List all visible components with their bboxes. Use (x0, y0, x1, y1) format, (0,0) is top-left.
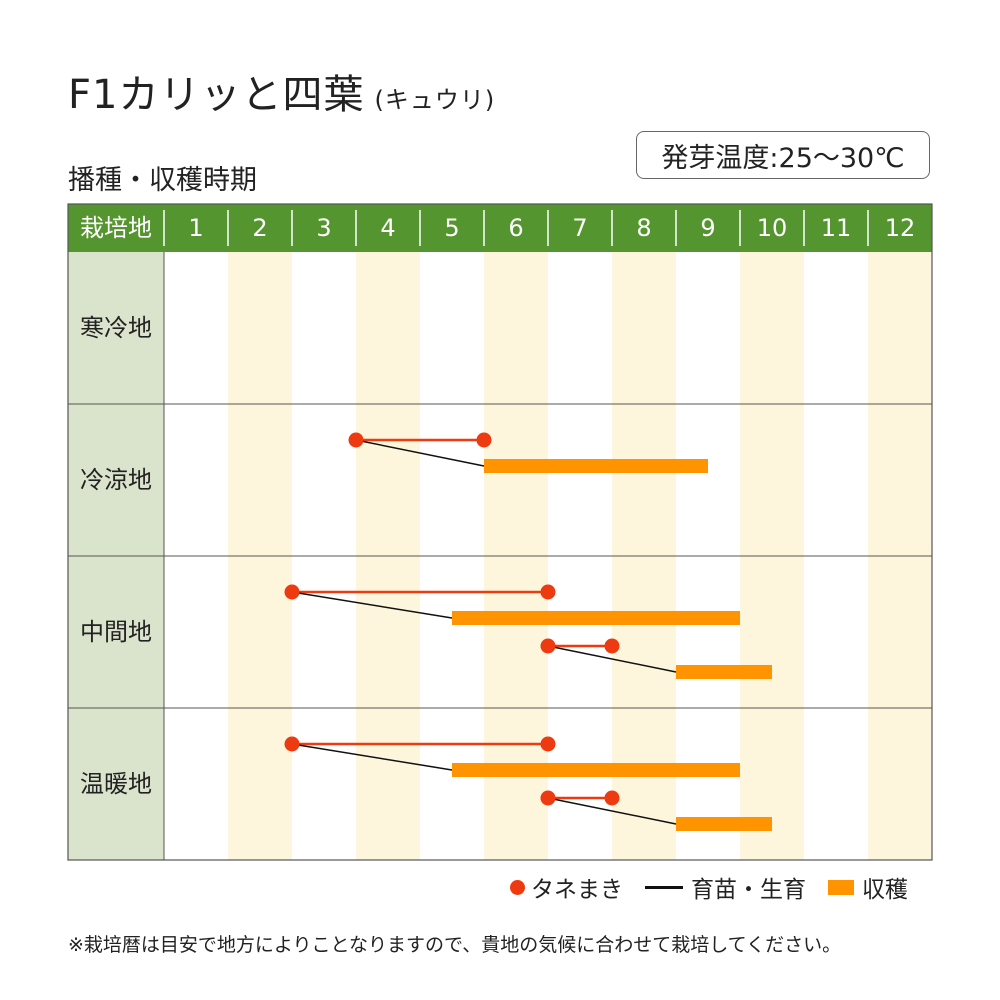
sowing-dot-icon (510, 879, 525, 895)
growing-line (355, 439, 485, 467)
month-label: 3 (316, 214, 331, 242)
growing-line (291, 743, 453, 771)
page-title: F1カリッと四葉 (キュウリ) (68, 62, 495, 120)
growing-line-icon (645, 885, 683, 889)
sowing-start-dot (540, 790, 556, 806)
sowing-end-dot (476, 432, 492, 448)
sowing-start-dot (348, 432, 364, 448)
sowing-end-dot (604, 638, 620, 654)
sowing-end-dot (540, 584, 556, 600)
legend-sowing-label: タネまき (531, 877, 623, 903)
harvest-bar (452, 611, 740, 625)
legend: タネまき 育苗・生育 収穫 (510, 870, 908, 904)
month-label: 10 (757, 214, 788, 242)
sowing-start-dot (284, 584, 300, 600)
month-label: 5 (444, 214, 459, 242)
month-label: 1 (188, 214, 203, 242)
legend-harvest-label: 収穫 (862, 877, 908, 903)
germination-temperature-label: 発芽温度:25〜30℃ (661, 142, 905, 174)
footnote: ※栽培暦は目安で地方によりことなりますので、貴地の気候に合わせて栽培してください… (68, 934, 842, 956)
harvest-bar (484, 459, 708, 473)
sowing-start-dot (540, 638, 556, 654)
sowing-end-dot (604, 790, 620, 806)
month-label: 7 (572, 214, 587, 242)
title-subtitle: (キュウリ) (374, 86, 496, 114)
harvest-bar (676, 665, 772, 679)
header-row (68, 204, 932, 252)
month-label: 8 (636, 214, 651, 242)
region-label: 中間地 (80, 618, 152, 646)
month-label: 6 (508, 214, 523, 242)
legend-growing-label: 育苗・生育 (691, 877, 806, 903)
legend-sowing: タネまき (510, 870, 623, 904)
region-label: 冷涼地 (80, 466, 152, 494)
section-title: 播種・収穫時期 (68, 165, 257, 196)
harvest-bar-icon (828, 879, 854, 895)
chart-border (67, 203, 933, 861)
month-label: 4 (380, 214, 395, 242)
growing-line (547, 797, 677, 825)
harvest-bar (452, 763, 740, 777)
sowing-start-dot (284, 736, 300, 752)
harvest-bar (676, 817, 772, 831)
germination-temperature-box: 発芽温度:25〜30℃ (636, 131, 930, 179)
month-label: 9 (700, 214, 715, 242)
region-label: 温暖地 (80, 770, 152, 798)
growing-line (547, 645, 677, 673)
growing-line (291, 591, 453, 619)
month-label: 12 (885, 214, 916, 242)
title-main: F1カリッと四葉 (68, 72, 365, 118)
region-label: 寒冷地 (80, 314, 152, 342)
header-label: 栽培地 (80, 214, 152, 242)
month-label: 11 (821, 214, 852, 242)
month-label: 2 (252, 214, 267, 242)
legend-growing: 育苗・生育 (645, 870, 806, 904)
legend-harvest: 収穫 (828, 870, 908, 904)
sowing-end-dot (540, 736, 556, 752)
